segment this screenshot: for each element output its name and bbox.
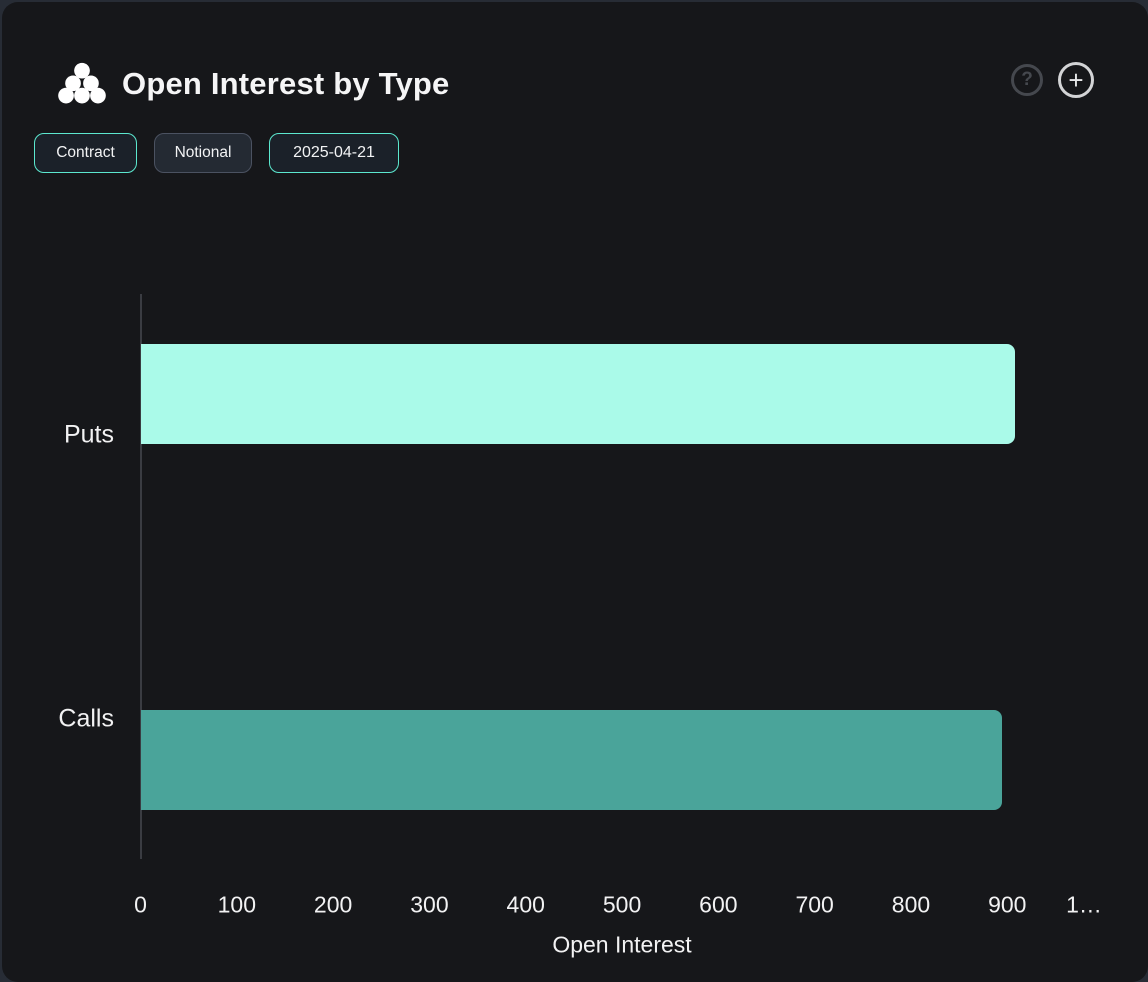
x-tick-label: 0	[134, 891, 147, 918]
x-tick-label: 500	[602, 891, 642, 918]
x-tick-label: 400	[506, 891, 545, 918]
x-tick-label: 300	[410, 891, 449, 918]
y-axis-line	[139, 294, 142, 859]
x-axis-title: Open Interest	[552, 931, 692, 958]
x-tick-label: 800	[891, 891, 931, 918]
x-tick-label: 600	[699, 891, 738, 918]
dots-pyramid-icon	[58, 62, 106, 104]
plus-icon: +	[1068, 65, 1084, 95]
x-tick-label: 700	[795, 891, 834, 918]
category-label-calls: Calls	[58, 704, 114, 733]
x-tick-label: 900	[988, 891, 1027, 918]
contract-toggle-button[interactable]: Contract	[34, 133, 137, 173]
page-title: Open Interest by Type	[122, 66, 450, 101]
category-label-puts: Puts	[63, 420, 114, 449]
x-tick-label: 200	[313, 891, 353, 918]
bar-puts[interactable]	[140, 344, 1015, 444]
question-mark-icon: ?	[1021, 69, 1033, 90]
bar-calls[interactable]	[140, 710, 1003, 810]
x-tick-label: 100	[217, 891, 256, 918]
notional-toggle-button[interactable]: Notional	[154, 133, 252, 173]
add-button[interactable]: +	[1058, 62, 1094, 98]
x-tick-label: 1…	[1066, 891, 1102, 918]
date-selector-button[interactable]: 2025-04-21	[269, 133, 399, 173]
help-button[interactable]: ?	[1011, 64, 1043, 96]
